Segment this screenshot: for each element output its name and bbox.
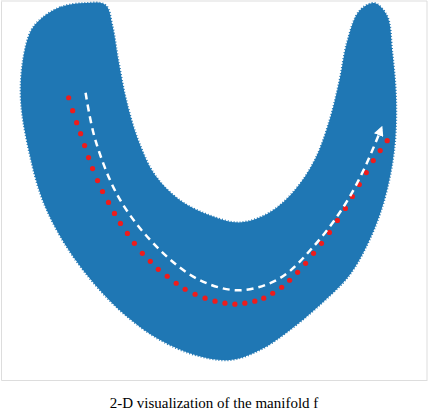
plot — [1, 1, 428, 381]
point — [95, 178, 100, 183]
point — [112, 211, 117, 216]
point — [287, 278, 292, 283]
point — [192, 292, 197, 297]
point — [295, 270, 300, 275]
point — [78, 131, 83, 136]
marks — [21, 3, 397, 361]
caption: 2-D visualization of the manifold f — [110, 395, 319, 411]
points — [66, 95, 390, 307]
point — [327, 230, 332, 235]
point — [100, 189, 105, 194]
point — [183, 287, 188, 292]
point — [242, 301, 247, 306]
point — [378, 148, 383, 153]
x-axis — [2, 380, 428, 381]
point — [86, 155, 91, 160]
frame — [427, 1, 428, 380]
point — [74, 120, 79, 125]
point — [371, 158, 376, 163]
point — [232, 302, 237, 307]
point — [385, 138, 390, 143]
point — [132, 241, 137, 246]
point — [118, 221, 123, 226]
point — [165, 274, 170, 279]
y-axis — [1, 2, 2, 381]
point — [82, 143, 87, 148]
point — [66, 95, 71, 100]
chart: 2-D visualization of the manifold f — [0, 0, 428, 416]
point — [279, 285, 284, 290]
point-cloud — [21, 3, 397, 361]
axis-line — [1, 2, 2, 381]
point — [261, 296, 266, 301]
point — [252, 299, 257, 304]
point — [90, 166, 95, 171]
point — [202, 296, 207, 301]
point — [125, 231, 130, 236]
point — [156, 267, 161, 272]
point — [106, 200, 111, 205]
axis-line — [2, 380, 428, 381]
point — [303, 261, 308, 266]
arrow-line — [86, 93, 382, 290]
point — [212, 299, 217, 304]
point — [319, 241, 324, 246]
point — [335, 218, 340, 223]
point — [174, 281, 179, 286]
point — [270, 291, 275, 296]
point — [140, 251, 145, 256]
frame — [1, 1, 427, 2]
point — [343, 206, 348, 211]
point — [311, 251, 316, 256]
point — [70, 108, 75, 113]
point — [222, 301, 227, 306]
point — [148, 259, 153, 264]
